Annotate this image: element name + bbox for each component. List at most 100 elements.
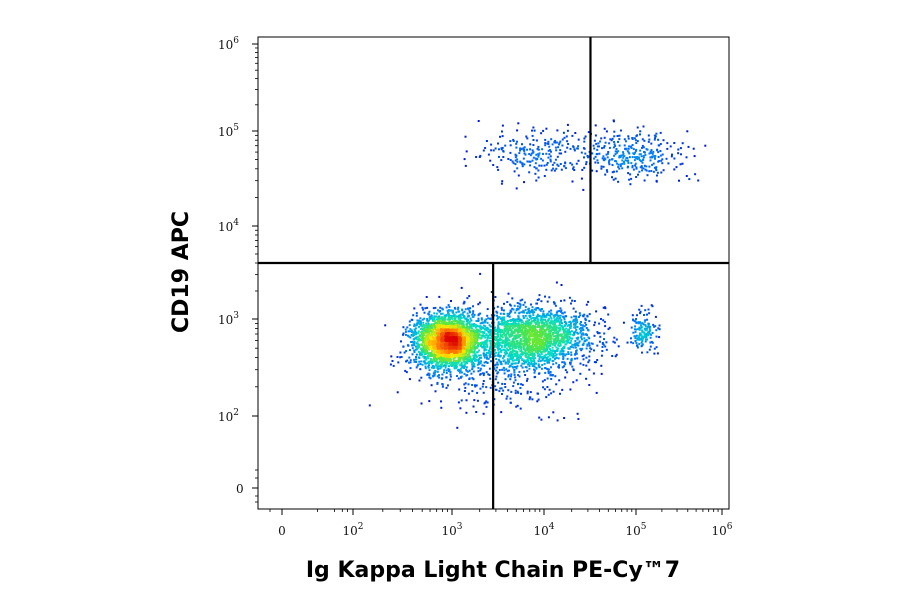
event-dot [532,338,535,341]
event-dot [573,148,576,151]
event-dot [603,145,606,147]
event-dot [487,328,490,331]
event-dot [528,398,531,401]
event-dot [581,168,584,171]
event-dot [423,311,426,314]
event-dot [454,354,457,357]
event-dot [655,346,658,349]
event-dot [509,343,511,346]
event-dot [509,310,512,313]
event-dot [436,365,439,368]
event-dot [585,323,588,326]
event-dot [516,167,519,170]
event-dot [461,348,464,351]
event-dot [430,323,433,326]
event-dot [554,331,557,334]
event-dot [495,358,498,360]
event-dot [519,407,522,410]
event-dot [460,364,463,367]
event-dot [417,320,420,323]
event-dot [440,317,443,320]
event-dot [454,307,457,310]
event-dot [442,360,445,362]
event-dot [575,342,578,345]
event-dot [549,331,552,334]
event-dot [557,146,560,149]
event-dot [554,351,557,354]
event-dot [605,341,608,344]
event-dot [575,328,578,331]
event-dot [459,320,462,323]
event-dot [571,180,574,183]
event-dot [547,351,550,353]
event-dot [523,351,525,354]
event-dot [471,384,474,386]
event-dot [580,333,583,336]
event-dot [652,323,655,326]
event-dot [477,342,480,345]
event-dot [602,155,605,158]
event-dot [463,158,466,161]
event-dot [650,142,653,145]
event-dot [547,368,550,371]
event-dot [422,321,425,324]
event-dot [561,388,564,391]
event-dot [589,347,592,350]
event-dot [413,323,416,326]
event-dot [454,356,457,359]
event-dot [451,355,454,358]
event-dot [432,341,434,343]
event-dot [655,335,658,338]
event-dot [522,303,525,306]
event-dot [554,357,557,360]
event-dot [451,311,454,313]
event-dot [485,334,488,336]
event-dot [622,161,625,164]
event-dot [547,328,550,331]
event-dot [534,336,537,339]
event-dot [635,176,638,178]
event-dot [645,165,648,168]
event-dot [472,312,475,315]
event-dot [420,347,423,350]
event-dot [623,138,626,141]
event-dot [565,322,568,325]
event-dot [593,324,596,327]
event-dot [510,340,513,343]
event-dot [551,333,554,336]
event-dot [537,354,540,357]
event-dot [425,352,428,355]
event-dot [432,316,435,319]
event-dot [458,354,461,357]
event-dot [529,154,532,157]
event-dot [548,359,550,362]
event-dot [630,337,632,340]
event-dot [521,163,524,166]
event-dot [496,372,499,375]
event-dot [414,337,417,340]
event-dot [459,325,462,328]
event-dot [465,330,468,333]
event-dot [656,171,659,174]
event-dot [560,310,562,313]
event-dot [630,341,633,344]
event-dot [541,316,544,319]
event-dot [641,330,644,333]
event-dot [507,327,510,330]
event-dot [544,324,547,327]
event-dot [554,335,557,337]
event-dot [582,329,585,331]
event-dot [549,322,551,324]
event-dot [679,163,682,166]
event-dot [437,367,440,370]
event-dot [580,327,582,330]
event-dot [471,345,474,348]
event-dot [433,322,436,325]
event-dot [477,329,480,331]
event-dot [426,350,429,353]
event-dot [421,334,424,337]
event-dot [440,363,443,366]
event-dot [514,329,517,331]
event-dot [429,317,432,320]
event-dot [534,357,537,360]
